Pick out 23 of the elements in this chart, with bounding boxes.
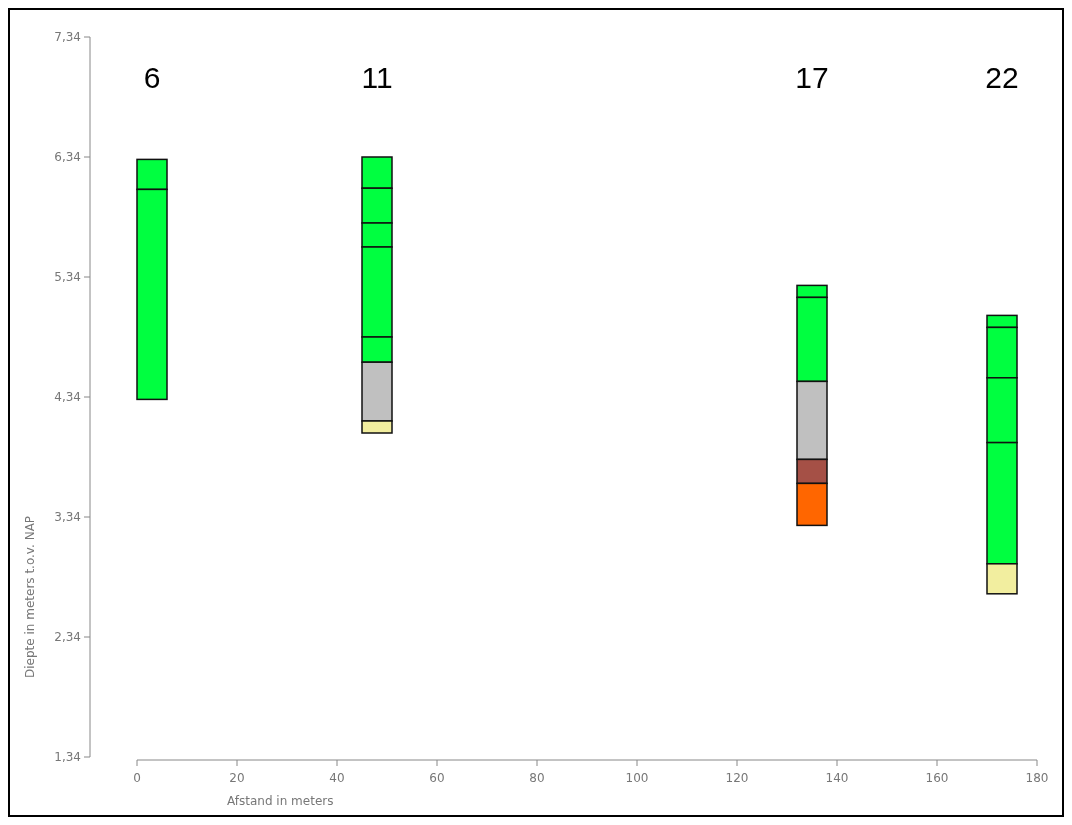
y-tick-label: 1,34 [54, 750, 81, 765]
y-tick-label: 7,34 [54, 30, 81, 45]
y-tick-label: 6,34 [54, 150, 81, 165]
x-tick-label: 120 [725, 771, 749, 785]
x-tick-label: 140 [825, 771, 849, 785]
x-tick-label: 160 [925, 771, 949, 785]
y-tick-label: 2,34 [54, 630, 81, 645]
annotation: 6 [143, 61, 161, 94]
y-tick-label: 4,34 [54, 390, 81, 405]
x-tick-label: 0 [133, 771, 141, 785]
x-axis-title: Afstand in meters [227, 794, 334, 808]
annotation: 11 [361, 61, 393, 94]
x-tick-label: 60 [429, 771, 445, 785]
x-tick-label: 20 [229, 771, 245, 785]
annotation: 22 [985, 61, 1019, 94]
x-tick-label: 80 [529, 771, 545, 785]
annotation: 17 [795, 61, 829, 94]
x-tick-label: 40 [329, 771, 345, 785]
y-tick-label: 3,34 [54, 510, 81, 525]
x-tick-label: 180 [1025, 771, 1049, 785]
x-tick-label: 100 [625, 771, 649, 785]
y-tick-label: 5,34 [54, 270, 81, 285]
y-axis-title: Diepte in meters t.o.v. NAP [23, 515, 37, 678]
